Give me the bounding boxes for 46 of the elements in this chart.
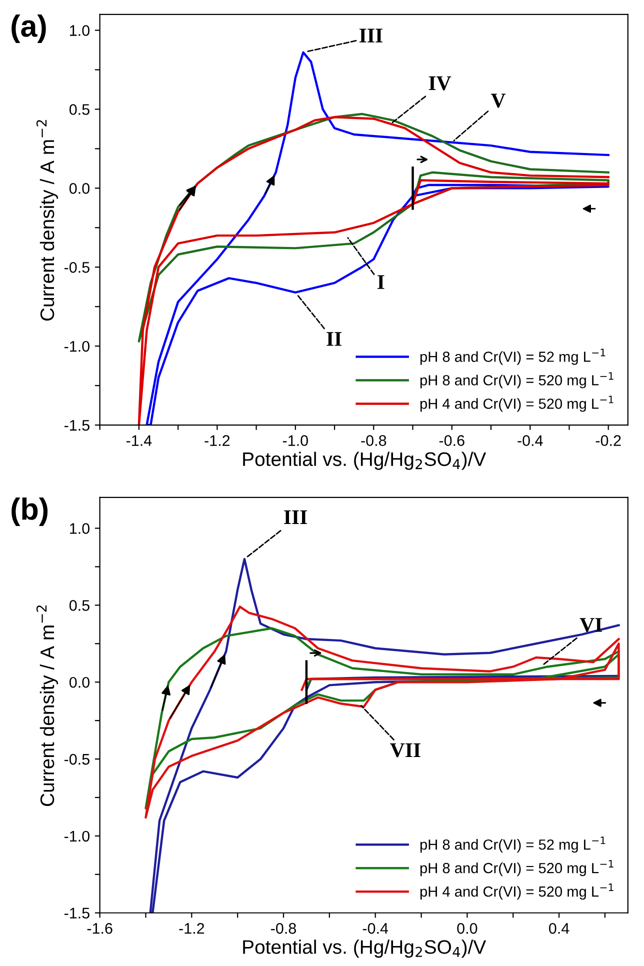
x-axis-title: Potential vs. (Hg/Hg$_{2}$SO$_{4}$)/V (243, 940, 486, 958)
y-tick-label: -1.0 (64, 830, 90, 842)
y-axis-title: Current density / A m$^{−2}$ (36, 120, 58, 321)
chart-title: (b) (12, 497, 48, 526)
y-axis-title: Current density / A m$^{−2}$ (36, 605, 58, 806)
legend-label: pH 8 and Cr(VI) = 520 mg L$^{−1}$ (420, 860, 614, 876)
x-tick-label: 0.4 (549, 922, 570, 934)
annotation: I (378, 275, 384, 289)
line-series (149, 558, 620, 913)
x-tick-label: -0.8 (271, 922, 296, 934)
y-tick-label: 0.0 (69, 183, 90, 194)
annotation: II (326, 332, 342, 346)
y-tick-label: 0.5 (69, 600, 90, 611)
legend-label: pH 4 and Cr(VI) = 520 mg L$^{−1}$ (420, 396, 614, 412)
legend-label: pH 4 and Cr(VI) = 520 mg L$^{−1}$ (420, 884, 614, 900)
annotation: VI (580, 618, 602, 632)
y-tick-label: -1.0 (64, 340, 90, 352)
legend-label: pH 8 and Cr(VI) = 520 mg L$^{−1}$ (420, 372, 614, 388)
x-tick-label: -0.4 (362, 922, 388, 934)
y-tick-label: -0.5 (64, 262, 90, 273)
annotation: V (490, 94, 506, 108)
x-tick-label: -0.4 (518, 435, 543, 446)
x-tick-label: -0.8 (361, 435, 386, 446)
annotation: IV (428, 76, 452, 90)
y-tick-label: 1.0 (70, 25, 90, 36)
annotation: III (284, 510, 307, 524)
y-tick-label: -1.5 (64, 908, 90, 919)
x-tick-label: -1.4 (126, 435, 152, 446)
x-axis-title: Potential vs. (Hg/Hg$_{2}$SO$_{4}$)/V (243, 452, 486, 470)
chart-title: (a) (12, 14, 46, 43)
y-tick-label: 1.0 (70, 523, 90, 534)
y-tick-label: 0.5 (69, 104, 90, 115)
x-tick-label: -1.0 (282, 435, 308, 446)
x-tick-label: -0.6 (439, 435, 464, 446)
annotation: III (359, 28, 382, 42)
x-tick-label: -1.2 (204, 435, 230, 446)
y-tick-label: -1.5 (64, 420, 90, 431)
legend-label: pH 8 and Cr(VI) = 52 mg L$^{−1}$ (420, 348, 606, 365)
x-tick-label: -0.2 (596, 435, 621, 446)
legend-label: pH 8 and Cr(VI) = 52 mg L$^{−1}$ (420, 836, 606, 853)
y-tick-label: -0.5 (64, 754, 90, 765)
x-tick-label: -1.2 (179, 922, 204, 934)
x-tick-label: 0.0 (457, 922, 478, 934)
y-tick-label: 0.0 (69, 676, 90, 688)
annotation: VII (390, 743, 420, 758)
x-tick-label: -1.6 (87, 922, 112, 934)
